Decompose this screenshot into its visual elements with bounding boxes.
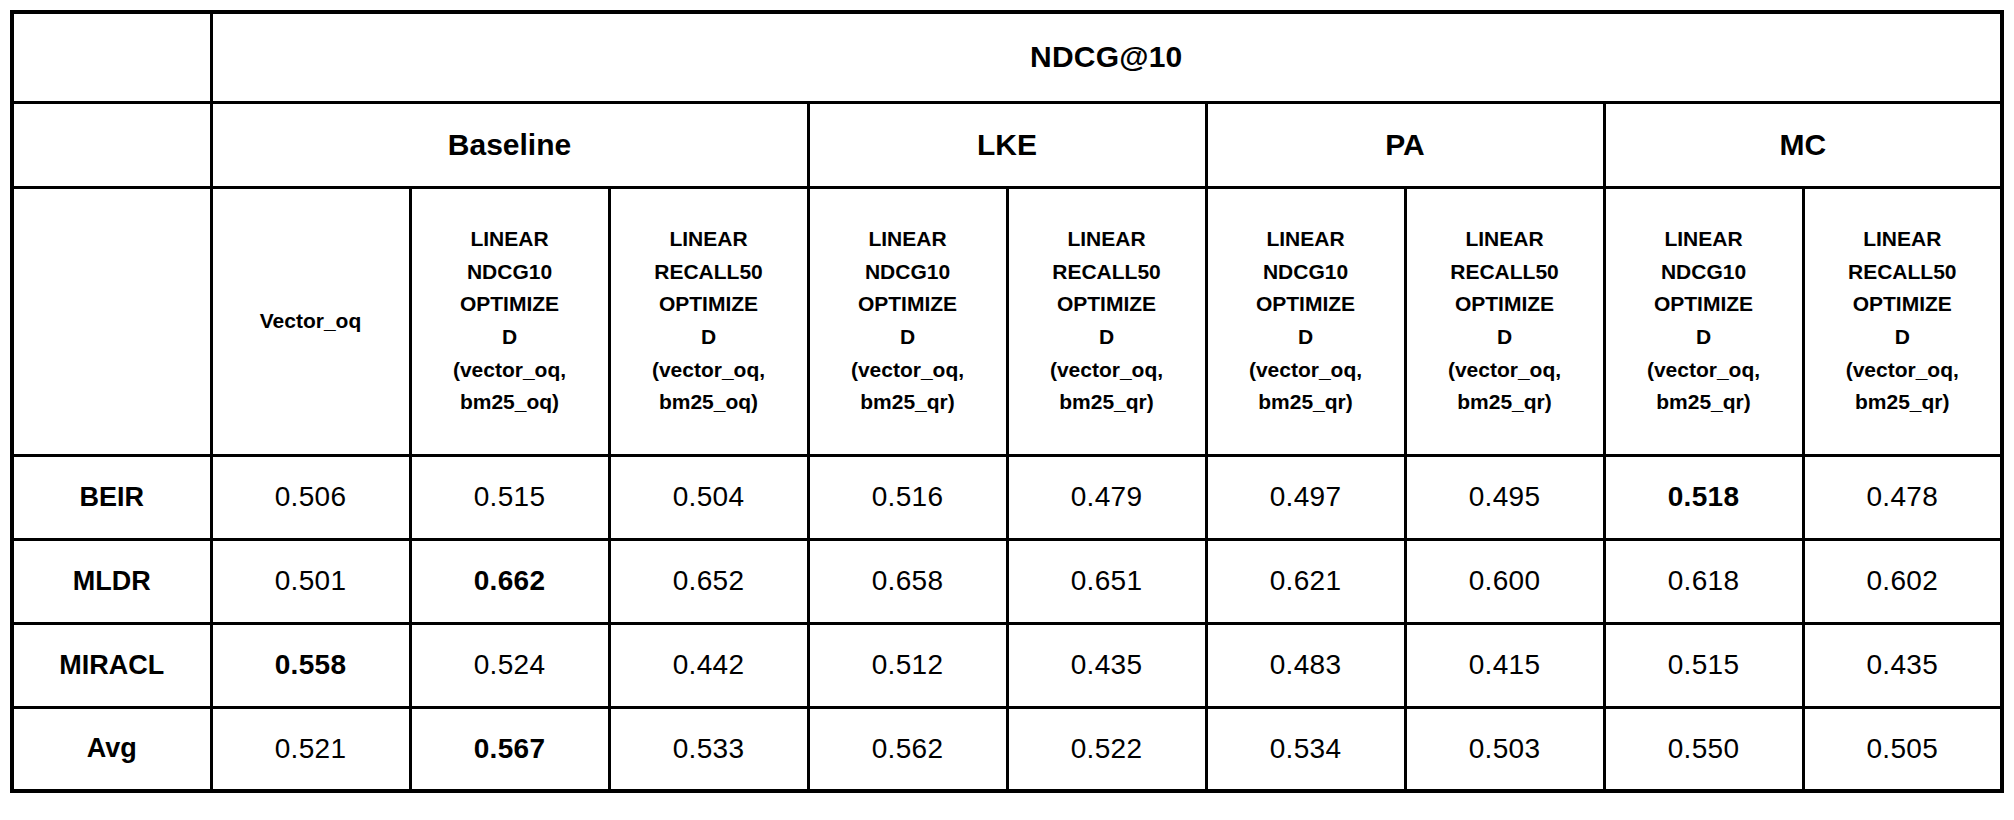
- col-header-lke-ndcg10: LINEAR NDCG10 OPTIMIZE D (vector_oq, bm2…: [808, 187, 1007, 455]
- data-cell: 0.562: [808, 707, 1007, 791]
- data-cell: 0.415: [1405, 623, 1604, 707]
- data-cell: 0.495: [1405, 455, 1604, 539]
- col-header-vector-oq: Vector_oq: [211, 187, 410, 455]
- page: NDCG@10 Baseline LKE PA MC Vector_oq LIN…: [0, 0, 2014, 820]
- data-cell: 0.522: [1007, 707, 1206, 791]
- column-header-row: Vector_oq LINEAR NDCG10 OPTIMIZE D (vect…: [12, 187, 2002, 455]
- data-cell: 0.478: [1803, 455, 2002, 539]
- data-cell: 0.479: [1007, 455, 1206, 539]
- data-cell: 0.618: [1604, 539, 1803, 623]
- data-cell: 0.600: [1405, 539, 1604, 623]
- group-header-lke: LKE: [808, 102, 1206, 187]
- table-row-beir: BEIR 0.506 0.515 0.504 0.516 0.479 0.497…: [12, 455, 2002, 539]
- col-header-baseline-ndcg10: LINEAR NDCG10 OPTIMIZE D (vector_oq, bm2…: [410, 187, 609, 455]
- empty-corner-cell: [12, 187, 211, 455]
- data-cell: 0.501: [211, 539, 410, 623]
- data-cell: 0.524: [410, 623, 609, 707]
- group-header-baseline: Baseline: [211, 102, 808, 187]
- col-header-pa-recall50: LINEAR RECALL50 OPTIMIZE D (vector_oq, b…: [1405, 187, 1604, 455]
- data-cell: 0.515: [1604, 623, 1803, 707]
- data-cell: 0.442: [609, 623, 808, 707]
- col-header-baseline-recall50: LINEAR RECALL50 OPTIMIZE D (vector_oq, b…: [609, 187, 808, 455]
- table-title: NDCG@10: [211, 12, 2002, 102]
- data-cell: 0.506: [211, 455, 410, 539]
- row-label-mldr: MLDR: [12, 539, 211, 623]
- data-cell: 0.550: [1604, 707, 1803, 791]
- data-cell: 0.652: [609, 539, 808, 623]
- data-cell: 0.435: [1007, 623, 1206, 707]
- data-cell: 0.503: [1405, 707, 1604, 791]
- row-label-miracl: MIRACL: [12, 623, 211, 707]
- table-row-miracl: MIRACL 0.558 0.524 0.442 0.512 0.435 0.4…: [12, 623, 2002, 707]
- data-cell: 0.515: [410, 455, 609, 539]
- data-cell: 0.512: [808, 623, 1007, 707]
- title-row: NDCG@10: [12, 12, 2002, 102]
- data-cell: 0.435: [1803, 623, 2002, 707]
- table-row-mldr: MLDR 0.501 0.662 0.652 0.658 0.651 0.621…: [12, 539, 2002, 623]
- data-cell: 0.567: [410, 707, 609, 791]
- data-cell: 0.497: [1206, 455, 1405, 539]
- data-cell: 0.621: [1206, 539, 1405, 623]
- table-row-avg: Avg 0.521 0.567 0.533 0.562 0.522 0.534 …: [12, 707, 2002, 791]
- data-cell: 0.505: [1803, 707, 2002, 791]
- group-header-pa: PA: [1206, 102, 1604, 187]
- data-cell: 0.602: [1803, 539, 2002, 623]
- group-header-row: Baseline LKE PA MC: [12, 102, 2002, 187]
- results-table: NDCG@10 Baseline LKE PA MC Vector_oq LIN…: [10, 10, 2004, 793]
- col-header-mc-ndcg10: LINEAR NDCG10 OPTIMIZE D (vector_oq, bm2…: [1604, 187, 1803, 455]
- data-cell: 0.662: [410, 539, 609, 623]
- data-cell: 0.533: [609, 707, 808, 791]
- row-label-avg: Avg: [12, 707, 211, 791]
- empty-corner-cell: [12, 12, 211, 102]
- data-cell: 0.651: [1007, 539, 1206, 623]
- group-header-mc: MC: [1604, 102, 2002, 187]
- row-label-beir: BEIR: [12, 455, 211, 539]
- col-header-mc-recall50: LINEAR RECALL50 OPTIMIZE D (vector_oq, b…: [1803, 187, 2002, 455]
- data-cell: 0.518: [1604, 455, 1803, 539]
- col-header-lke-recall50: LINEAR RECALL50 OPTIMIZE D (vector_oq, b…: [1007, 187, 1206, 455]
- data-cell: 0.504: [609, 455, 808, 539]
- data-cell: 0.658: [808, 539, 1007, 623]
- data-cell: 0.534: [1206, 707, 1405, 791]
- data-cell: 0.516: [808, 455, 1007, 539]
- empty-corner-cell: [12, 102, 211, 187]
- data-cell: 0.521: [211, 707, 410, 791]
- data-cell: 0.483: [1206, 623, 1405, 707]
- col-header-pa-ndcg10: LINEAR NDCG10 OPTIMIZE D (vector_oq, bm2…: [1206, 187, 1405, 455]
- data-cell: 0.558: [211, 623, 410, 707]
